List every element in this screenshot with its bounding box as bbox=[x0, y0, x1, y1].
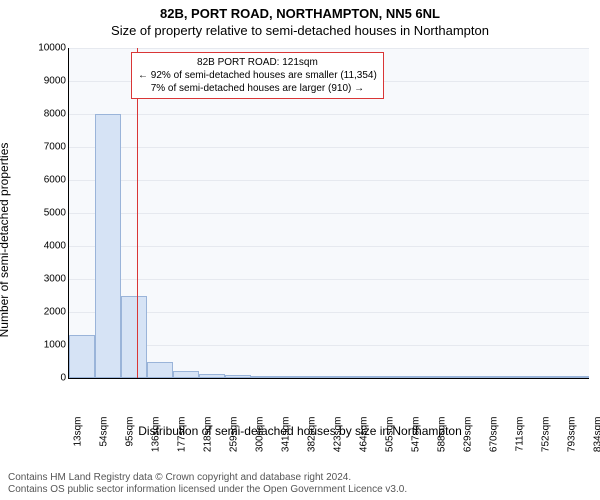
x-tick-label: 629sqm bbox=[463, 417, 474, 457]
x-tick-label: 54sqm bbox=[99, 417, 110, 457]
x-tick-label: 793sqm bbox=[567, 417, 578, 457]
gridline bbox=[69, 246, 589, 247]
x-tick-label: 588sqm bbox=[437, 417, 448, 457]
gridline bbox=[69, 345, 589, 346]
footer-line2: Contains OS public sector information li… bbox=[8, 484, 407, 496]
y-axis-label: Number of semi-detached properties bbox=[0, 143, 11, 338]
gridline bbox=[69, 180, 589, 181]
y-tick-label: 9000 bbox=[26, 76, 66, 87]
histogram-bar bbox=[199, 374, 225, 378]
x-tick-label: 259sqm bbox=[229, 417, 240, 457]
histogram-bar bbox=[121, 296, 147, 379]
x-tick-label: 711sqm bbox=[515, 417, 526, 457]
histogram-bar bbox=[407, 376, 433, 378]
page-title-address: 82B, PORT ROAD, NORTHAMPTON, NN5 6NL bbox=[0, 0, 600, 21]
histogram-bar bbox=[563, 376, 589, 378]
histogram-bar bbox=[537, 376, 563, 378]
x-tick-label: 547sqm bbox=[411, 417, 422, 457]
y-tick-label: 10000 bbox=[26, 43, 66, 54]
gridline bbox=[69, 279, 589, 280]
y-tick-label: 8000 bbox=[26, 109, 66, 120]
gridline bbox=[69, 147, 589, 148]
annotation-box: 82B PORT ROAD: 121sqm ← 92% of semi-deta… bbox=[131, 52, 384, 99]
page-subtitle: Size of property relative to semi-detach… bbox=[0, 21, 600, 38]
x-tick-label: 464sqm bbox=[359, 417, 370, 457]
x-tick-label: 834sqm bbox=[593, 417, 600, 457]
y-tick-label: 1000 bbox=[26, 340, 66, 351]
gridline bbox=[69, 312, 589, 313]
histogram-bar bbox=[329, 376, 355, 378]
histogram-bar bbox=[277, 376, 303, 378]
x-tick-label: 218sqm bbox=[203, 417, 214, 457]
histogram-bar bbox=[173, 371, 199, 378]
y-tick-label: 0 bbox=[26, 373, 66, 384]
gridline bbox=[69, 213, 589, 214]
x-tick-label: 752sqm bbox=[541, 417, 552, 457]
x-tick-label: 300sqm bbox=[255, 417, 266, 457]
x-tick-label: 341sqm bbox=[281, 417, 292, 457]
histogram-bar bbox=[433, 376, 459, 378]
histogram-bar bbox=[303, 376, 329, 378]
y-tick-label: 5000 bbox=[26, 208, 66, 219]
chart-container: Number of semi-detached properties 82B P… bbox=[0, 40, 600, 440]
gridline bbox=[69, 48, 589, 49]
histogram-bar bbox=[251, 376, 277, 378]
y-tick-label: 3000 bbox=[26, 274, 66, 285]
annotation-line1: 82B PORT ROAD: 121sqm bbox=[138, 56, 377, 69]
x-tick-label: 423sqm bbox=[333, 417, 344, 457]
footer-line1: Contains HM Land Registry data © Crown c… bbox=[8, 472, 407, 484]
x-tick-label: 382sqm bbox=[307, 417, 318, 457]
x-tick-label: 177sqm bbox=[177, 417, 188, 457]
y-tick-label: 7000 bbox=[26, 142, 66, 153]
histogram-bar bbox=[381, 376, 407, 378]
footer-attribution: Contains HM Land Registry data © Crown c… bbox=[8, 472, 407, 496]
gridline bbox=[69, 114, 589, 115]
histogram-bar bbox=[69, 335, 95, 378]
x-tick-label: 13sqm bbox=[73, 417, 84, 457]
y-tick-label: 2000 bbox=[26, 307, 66, 318]
histogram-bar bbox=[147, 362, 173, 379]
histogram-bar bbox=[225, 375, 251, 378]
histogram-bar bbox=[511, 376, 537, 378]
x-tick-label: 95sqm bbox=[125, 417, 136, 457]
histogram-bar bbox=[355, 376, 381, 378]
y-tick-label: 6000 bbox=[26, 175, 66, 186]
plot-area: 82B PORT ROAD: 121sqm ← 92% of semi-deta… bbox=[68, 48, 589, 379]
histogram-bar bbox=[95, 114, 121, 378]
histogram-bar bbox=[485, 376, 511, 378]
histogram-bar bbox=[459, 376, 485, 378]
y-tick-label: 4000 bbox=[26, 241, 66, 252]
annotation-line2: ← 92% of semi-detached houses are smalle… bbox=[138, 69, 377, 82]
x-tick-label: 136sqm bbox=[151, 417, 162, 457]
x-tick-label: 670sqm bbox=[489, 417, 500, 457]
annotation-line3: 7% of semi-detached houses are larger (9… bbox=[138, 82, 377, 95]
x-tick-label: 505sqm bbox=[385, 417, 396, 457]
